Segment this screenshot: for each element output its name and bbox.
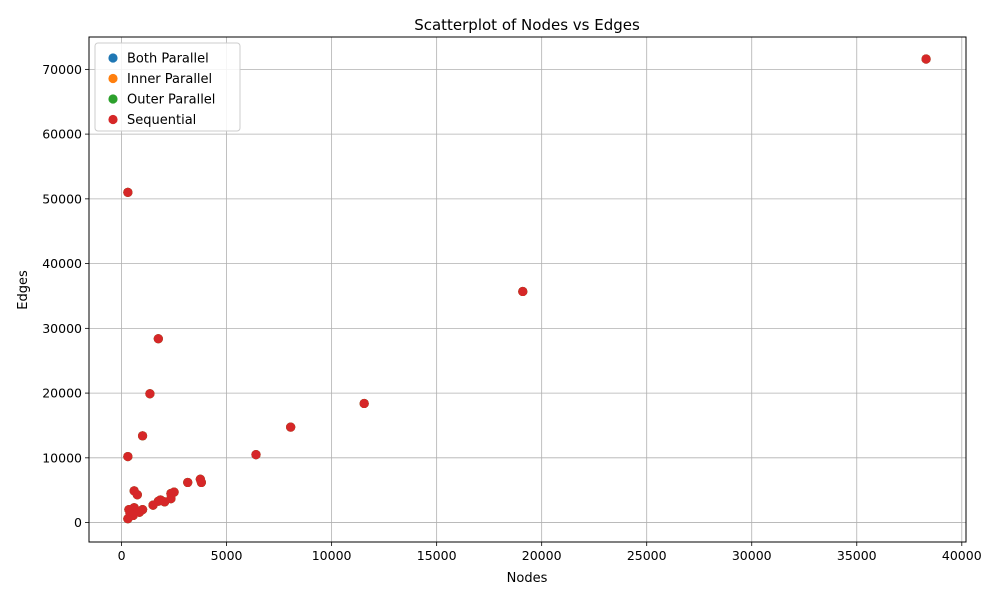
axis-ticks: 0 5000 10000 15000 20000 25000 30000 35000 40000… (42, 62, 981, 563)
data-point (166, 494, 176, 504)
x-tick-label: 20000 (522, 548, 562, 563)
legend-marker (108, 73, 118, 84)
x-tick-label: 5000 (211, 548, 243, 563)
legend-marker (108, 94, 118, 104)
y-tick-label: 10000 (42, 450, 82, 465)
data-point (359, 398, 369, 409)
legend-marker (108, 114, 118, 125)
chart-title: Scatterplot of Nodes vs Edges (414, 16, 640, 34)
data-point (123, 187, 133, 197)
data-point (183, 477, 193, 488)
legend-label: Inner Parallel (127, 72, 212, 87)
data-point (196, 477, 206, 488)
y-tick-label: 30000 (42, 321, 82, 336)
data-point (123, 451, 133, 462)
data-point (145, 389, 155, 399)
legend-marker (108, 53, 118, 63)
x-tick-label: 10000 (312, 548, 352, 563)
x-axis-label: Nodes (507, 571, 548, 586)
x-tick-label: 15000 (417, 548, 457, 563)
data-point (148, 500, 158, 510)
legend-frame (94, 42, 241, 132)
y-tick-label: 20000 (42, 386, 82, 401)
y-tick-label: 40000 (42, 256, 82, 271)
series-3 (123, 54, 931, 524)
data-point (153, 334, 163, 344)
legend-label: Outer Parallel (127, 93, 215, 108)
data-point (251, 449, 261, 460)
y-tick-label: 70000 (42, 62, 82, 77)
data-points (123, 54, 931, 524)
x-tick-label: 30000 (732, 548, 772, 563)
data-point (123, 514, 133, 524)
data-point (132, 490, 142, 500)
data-point (137, 431, 148, 441)
legend-label: Sequential (127, 113, 196, 128)
x-tick-label: 40000 (942, 548, 982, 563)
x-tick-label: 35000 (837, 548, 877, 563)
legend: Both Parallel Inner Parallel Outer Paralle… (94, 42, 241, 132)
data-point (518, 286, 528, 297)
grid (89, 37, 966, 542)
y-tick-label: 0 (74, 515, 82, 530)
data-point (921, 54, 931, 64)
data-point (286, 422, 296, 432)
legend-label: Both Parallel (127, 52, 209, 67)
y-tick-label: 50000 (42, 191, 82, 206)
x-tick-label: 25000 (627, 548, 667, 563)
plot-frame (88, 36, 967, 543)
y-axis-label: Edges (16, 270, 31, 310)
x-tick-label: 0 (118, 548, 126, 563)
y-tick-label: 60000 (42, 127, 82, 142)
